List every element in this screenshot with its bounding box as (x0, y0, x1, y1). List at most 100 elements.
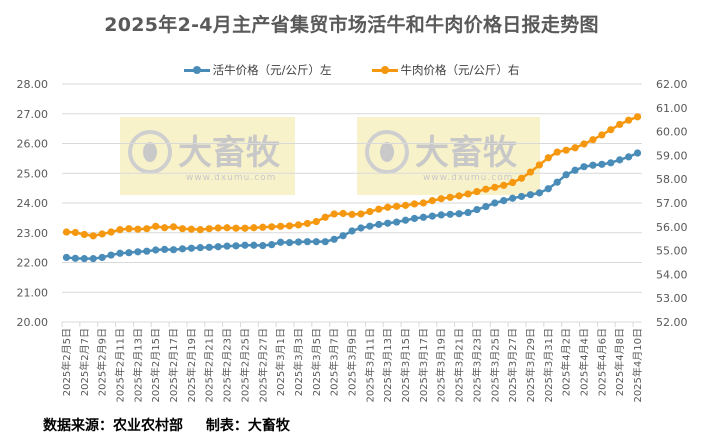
data-point[interactable] (562, 146, 570, 154)
data-point[interactable] (384, 219, 392, 227)
data-point[interactable] (384, 203, 392, 211)
legend-item-beef[interactable]: 牛肉价格（元/公斤）右 (371, 62, 519, 78)
data-point[interactable] (178, 245, 187, 253)
data-point[interactable] (232, 224, 240, 232)
data-point[interactable] (250, 241, 258, 249)
data-point[interactable] (419, 199, 427, 207)
data-point[interactable] (80, 255, 88, 263)
data-point[interactable] (526, 191, 535, 199)
data-point[interactable] (268, 241, 276, 249)
data-point[interactable] (473, 205, 481, 214)
data-point[interactable] (517, 192, 526, 201)
data-point[interactable] (633, 113, 642, 121)
data-point[interactable] (428, 197, 436, 205)
data-point[interactable] (214, 224, 222, 232)
data-point[interactable] (607, 126, 615, 134)
data-point[interactable] (401, 201, 410, 209)
data-point[interactable] (437, 195, 445, 203)
data-point[interactable] (553, 178, 561, 186)
data-point[interactable] (410, 214, 419, 223)
data-point[interactable] (330, 210, 338, 218)
data-point[interactable] (294, 221, 303, 229)
data-point[interactable] (446, 210, 454, 218)
data-point[interactable] (500, 197, 508, 205)
data-point[interactable] (509, 178, 517, 187)
data-point[interactable] (134, 225, 142, 233)
legend-item-live-cattle[interactable]: 活牛价格（元/公斤）左 (183, 62, 332, 78)
data-point[interactable] (152, 246, 160, 254)
data-point[interactable] (250, 224, 258, 232)
data-point[interactable] (580, 163, 588, 171)
data-point[interactable] (152, 222, 160, 230)
data-point[interactable] (428, 212, 436, 220)
data-point[interactable] (535, 161, 543, 169)
data-point[interactable] (491, 183, 499, 191)
data-point[interactable] (482, 185, 490, 193)
data-point[interactable] (375, 205, 383, 213)
data-point[interactable] (446, 193, 454, 201)
data-point[interactable] (321, 238, 329, 246)
data-point[interactable] (241, 241, 249, 249)
data-point[interactable] (589, 161, 597, 169)
data-point[interactable] (348, 227, 356, 235)
data-point[interactable] (625, 116, 633, 124)
data-point[interactable] (517, 174, 526, 182)
data-point[interactable] (169, 223, 178, 231)
data-point[interactable] (339, 232, 347, 240)
data-point[interactable] (366, 207, 374, 216)
data-point[interactable] (535, 189, 543, 197)
data-point[interactable] (357, 224, 365, 232)
data-point[interactable] (464, 190, 472, 198)
data-point[interactable] (401, 216, 410, 224)
data-point[interactable] (125, 249, 133, 257)
data-point[interactable] (98, 253, 106, 262)
data-point[interactable] (62, 228, 71, 236)
data-point[interactable] (393, 202, 401, 210)
data-point[interactable] (375, 220, 383, 229)
data-point[interactable] (571, 166, 579, 174)
data-point[interactable] (455, 192, 463, 200)
data-point[interactable] (625, 153, 633, 161)
data-point[interactable] (161, 224, 169, 232)
data-point[interactable] (616, 120, 624, 129)
data-point[interactable] (143, 225, 151, 233)
data-point[interactable] (116, 249, 124, 257)
data-point[interactable] (580, 140, 588, 148)
data-point[interactable] (89, 255, 97, 263)
data-point[interactable] (544, 154, 552, 162)
data-point[interactable] (607, 159, 615, 167)
data-point[interactable] (196, 244, 204, 252)
data-point[interactable] (268, 223, 276, 231)
data-point[interactable] (71, 228, 79, 237)
data-point[interactable] (500, 181, 508, 189)
data-point[interactable] (553, 148, 561, 156)
data-point[interactable] (89, 232, 97, 240)
data-point[interactable] (509, 194, 517, 202)
data-point[interactable] (143, 247, 151, 255)
data-point[interactable] (491, 199, 499, 207)
data-point[interactable] (348, 210, 356, 219)
data-point[interactable] (285, 238, 294, 247)
data-point[interactable] (357, 210, 365, 218)
data-point[interactable] (312, 217, 320, 226)
data-point[interactable] (321, 213, 329, 221)
data-point[interactable] (393, 218, 401, 226)
data-point[interactable] (196, 226, 204, 234)
data-point[interactable] (134, 248, 142, 256)
data-point[interactable] (169, 246, 178, 254)
data-point[interactable] (303, 238, 311, 246)
data-point[interactable] (464, 208, 472, 217)
data-point[interactable] (473, 187, 481, 196)
data-point[interactable] (571, 144, 579, 152)
data-point[interactable] (80, 230, 88, 239)
data-point[interactable] (616, 156, 624, 164)
data-point[interactable] (437, 211, 445, 219)
data-point[interactable] (598, 160, 606, 168)
data-point[interactable] (259, 223, 267, 231)
data-point[interactable] (526, 168, 535, 176)
data-point[interactable] (241, 224, 249, 232)
data-point[interactable] (419, 213, 427, 221)
data-point[interactable] (205, 225, 213, 233)
data-point[interactable] (71, 254, 79, 262)
data-point[interactable] (98, 230, 106, 238)
